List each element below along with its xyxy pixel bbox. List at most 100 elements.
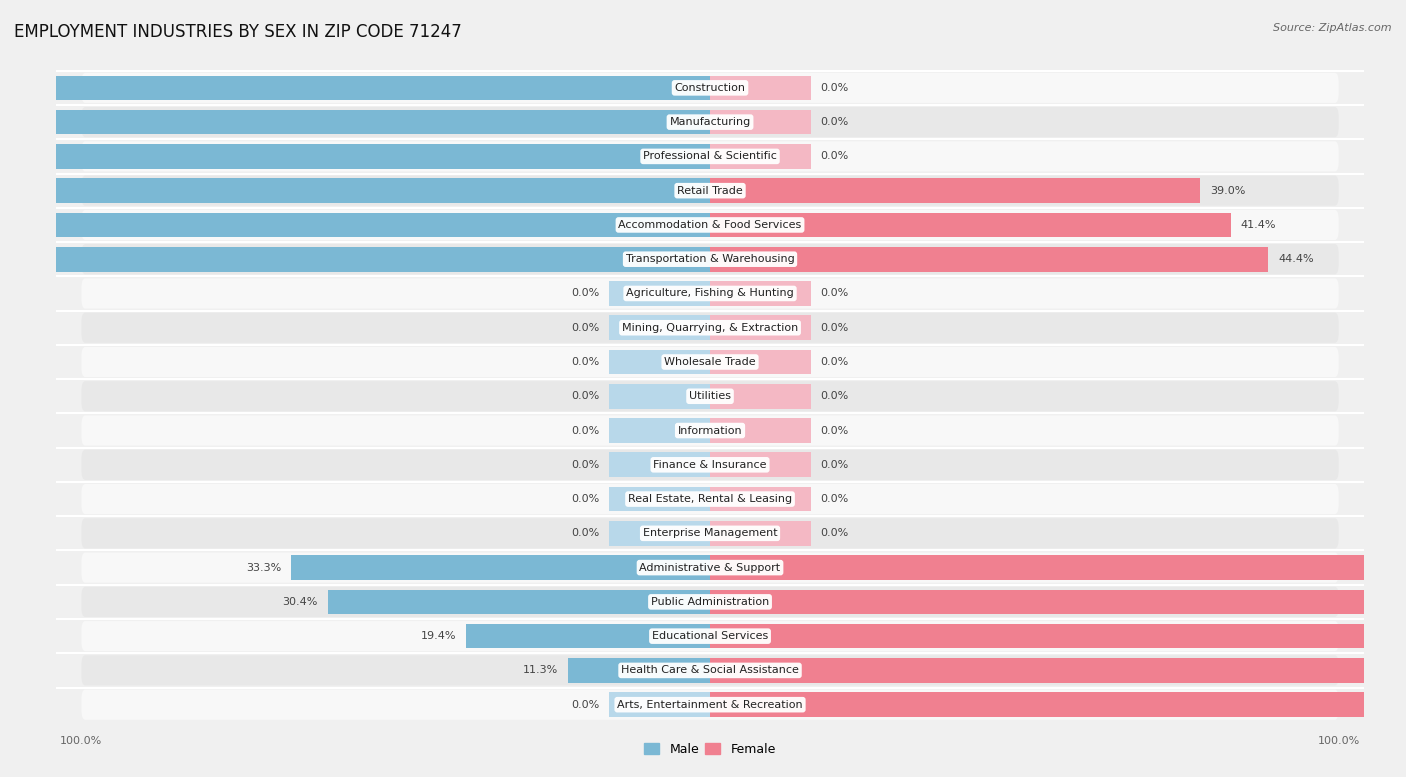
Bar bbox=[568, 658, 710, 683]
Bar bbox=[710, 144, 811, 169]
Text: Professional & Scientific: Professional & Scientific bbox=[643, 152, 778, 162]
Text: Health Care & Social Assistance: Health Care & Social Assistance bbox=[621, 665, 799, 675]
Bar bbox=[609, 521, 710, 545]
Text: 0.0%: 0.0% bbox=[571, 426, 599, 436]
FancyBboxPatch shape bbox=[82, 621, 1339, 651]
Text: 33.3%: 33.3% bbox=[246, 563, 281, 573]
Text: 0.0%: 0.0% bbox=[571, 392, 599, 401]
Legend: Male, Female: Male, Female bbox=[640, 738, 780, 761]
Text: 0.0%: 0.0% bbox=[821, 357, 849, 367]
FancyBboxPatch shape bbox=[82, 210, 1339, 240]
Bar bbox=[0, 213, 710, 237]
Bar bbox=[710, 418, 811, 443]
Text: 0.0%: 0.0% bbox=[571, 494, 599, 504]
Bar bbox=[710, 590, 1406, 614]
Bar bbox=[710, 384, 811, 409]
Bar bbox=[710, 315, 811, 340]
Bar bbox=[0, 179, 710, 203]
Bar bbox=[710, 281, 811, 306]
Bar bbox=[609, 452, 710, 477]
Text: EMPLOYMENT INDUSTRIES BY SEX IN ZIP CODE 71247: EMPLOYMENT INDUSTRIES BY SEX IN ZIP CODE… bbox=[14, 23, 461, 41]
Bar bbox=[710, 247, 1268, 271]
FancyBboxPatch shape bbox=[82, 347, 1339, 377]
Text: Finance & Insurance: Finance & Insurance bbox=[654, 460, 766, 470]
Text: Educational Services: Educational Services bbox=[652, 631, 768, 641]
FancyBboxPatch shape bbox=[82, 587, 1339, 617]
Text: 0.0%: 0.0% bbox=[571, 357, 599, 367]
FancyBboxPatch shape bbox=[82, 382, 1339, 411]
Bar bbox=[609, 315, 710, 340]
Text: 0.0%: 0.0% bbox=[821, 494, 849, 504]
Text: 0.0%: 0.0% bbox=[821, 288, 849, 298]
Text: 39.0%: 39.0% bbox=[1211, 186, 1246, 196]
Bar bbox=[710, 75, 811, 100]
Bar bbox=[710, 179, 1201, 203]
Text: 0.0%: 0.0% bbox=[571, 322, 599, 333]
Bar bbox=[0, 110, 710, 134]
Text: Construction: Construction bbox=[675, 83, 745, 93]
Text: Accommodation & Food Services: Accommodation & Food Services bbox=[619, 220, 801, 230]
FancyBboxPatch shape bbox=[82, 73, 1339, 103]
Text: Real Estate, Rental & Leasing: Real Estate, Rental & Leasing bbox=[628, 494, 792, 504]
Text: Agriculture, Fishing & Hunting: Agriculture, Fishing & Hunting bbox=[626, 288, 794, 298]
Bar bbox=[609, 350, 710, 375]
FancyBboxPatch shape bbox=[82, 450, 1339, 480]
Bar bbox=[710, 350, 811, 375]
Text: 19.4%: 19.4% bbox=[420, 631, 456, 641]
Bar bbox=[710, 110, 811, 134]
Text: Administrative & Support: Administrative & Support bbox=[640, 563, 780, 573]
Text: 0.0%: 0.0% bbox=[571, 528, 599, 538]
FancyBboxPatch shape bbox=[82, 484, 1339, 514]
Text: 41.4%: 41.4% bbox=[1240, 220, 1277, 230]
Text: 0.0%: 0.0% bbox=[571, 288, 599, 298]
Bar bbox=[467, 624, 710, 649]
FancyBboxPatch shape bbox=[82, 655, 1339, 685]
Text: 44.4%: 44.4% bbox=[1278, 254, 1315, 264]
Text: Retail Trade: Retail Trade bbox=[678, 186, 742, 196]
Text: 0.0%: 0.0% bbox=[821, 322, 849, 333]
Bar bbox=[710, 486, 811, 511]
FancyBboxPatch shape bbox=[82, 278, 1339, 308]
Text: Wholesale Trade: Wholesale Trade bbox=[664, 357, 756, 367]
Text: 0.0%: 0.0% bbox=[821, 426, 849, 436]
Text: 0.0%: 0.0% bbox=[821, 83, 849, 93]
Bar bbox=[328, 590, 710, 614]
Text: 0.0%: 0.0% bbox=[821, 152, 849, 162]
FancyBboxPatch shape bbox=[82, 552, 1339, 583]
FancyBboxPatch shape bbox=[82, 176, 1339, 206]
Bar bbox=[609, 486, 710, 511]
Text: 30.4%: 30.4% bbox=[283, 597, 318, 607]
Text: 0.0%: 0.0% bbox=[571, 460, 599, 470]
Text: Information: Information bbox=[678, 426, 742, 436]
Text: 0.0%: 0.0% bbox=[821, 528, 849, 538]
Bar bbox=[710, 452, 811, 477]
Bar bbox=[609, 692, 710, 717]
Text: 11.3%: 11.3% bbox=[523, 665, 558, 675]
FancyBboxPatch shape bbox=[82, 416, 1339, 446]
Bar bbox=[710, 521, 811, 545]
Text: 0.0%: 0.0% bbox=[821, 392, 849, 401]
FancyBboxPatch shape bbox=[82, 518, 1339, 549]
Bar bbox=[710, 692, 1406, 717]
Text: Mining, Quarrying, & Extraction: Mining, Quarrying, & Extraction bbox=[621, 322, 799, 333]
Text: Enterprise Management: Enterprise Management bbox=[643, 528, 778, 538]
Text: Transportation & Warehousing: Transportation & Warehousing bbox=[626, 254, 794, 264]
FancyBboxPatch shape bbox=[82, 141, 1339, 172]
Bar bbox=[710, 624, 1406, 649]
Text: Arts, Entertainment & Recreation: Arts, Entertainment & Recreation bbox=[617, 699, 803, 709]
Bar bbox=[0, 144, 710, 169]
Bar bbox=[710, 658, 1406, 683]
Text: Utilities: Utilities bbox=[689, 392, 731, 401]
Bar bbox=[0, 75, 710, 100]
Text: Manufacturing: Manufacturing bbox=[669, 117, 751, 127]
Text: 0.0%: 0.0% bbox=[821, 117, 849, 127]
Bar bbox=[291, 556, 710, 580]
FancyBboxPatch shape bbox=[82, 244, 1339, 274]
Text: Source: ZipAtlas.com: Source: ZipAtlas.com bbox=[1274, 23, 1392, 33]
Text: 0.0%: 0.0% bbox=[571, 699, 599, 709]
Bar bbox=[710, 213, 1230, 237]
Bar bbox=[710, 556, 1406, 580]
Bar bbox=[609, 418, 710, 443]
FancyBboxPatch shape bbox=[82, 312, 1339, 343]
Text: Public Administration: Public Administration bbox=[651, 597, 769, 607]
